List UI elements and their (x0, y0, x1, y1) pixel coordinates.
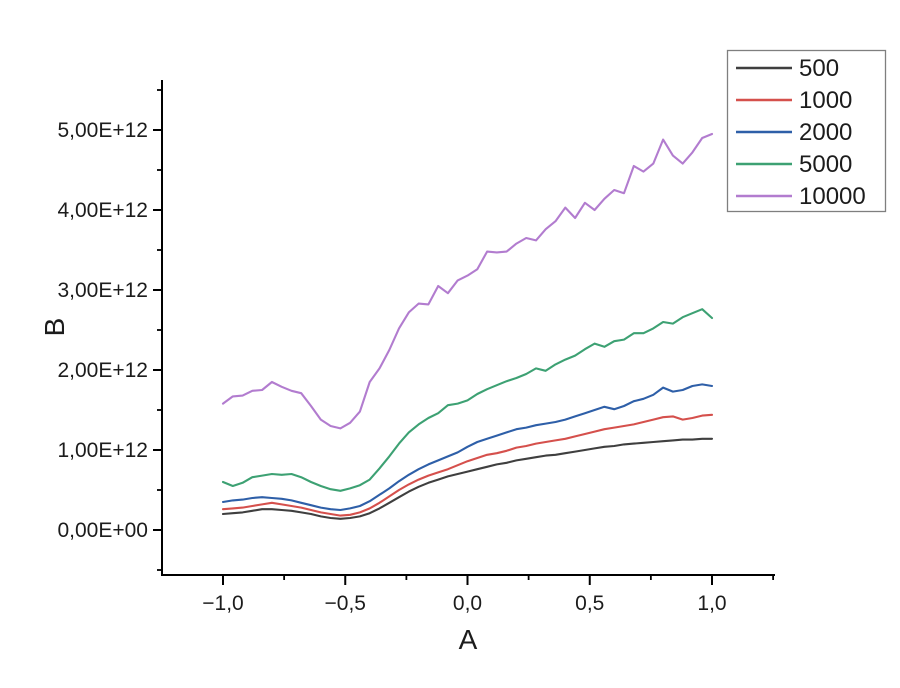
x-tick-label: 0,0 (453, 592, 482, 615)
legend-label-10000: 10000 (799, 183, 866, 210)
x-tick-label: −0,5 (325, 592, 366, 615)
legend-item-500: 500 (736, 55, 839, 82)
legend-item-2000: 2000 (736, 119, 852, 146)
legend-label-2000: 2000 (799, 119, 852, 146)
y-tick-label: 5,00E+12 (57, 119, 148, 142)
legend-item-1000: 1000 (736, 87, 852, 114)
x-tick-label: 1,0 (697, 592, 726, 615)
y-tick-label: 3,00E+12 (57, 279, 148, 302)
x-axis-ticks: −1,0 −0,5 0,0 0,5 1,0 (202, 575, 775, 615)
y-axis-ticks: 0,00E+00 1,00E+12 2,00E+12 3,00E+12 4,00E+12… (57, 89, 162, 571)
y-tick-label: 2,00E+12 (57, 359, 148, 382)
series-line-1000 (221, 413, 714, 517)
y-tick-label: 0,00E+00 (57, 519, 148, 542)
y-axis-title: B (39, 318, 70, 337)
legend-label-1000: 1000 (799, 87, 852, 114)
series-line-5000 (221, 308, 714, 492)
y-tick-label: 4,00E+12 (57, 199, 148, 222)
legend-item-5000: 5000 (736, 151, 852, 178)
legend-item-10000: 10000 (736, 183, 866, 210)
legend-label-500: 500 (799, 55, 839, 82)
x-tick-label: 0,5 (575, 592, 604, 615)
legend: 500 1000 2000 5000 10000 (726, 49, 887, 213)
series-line-500 (221, 437, 714, 520)
y-tick-label: 1,00E+12 (57, 439, 148, 462)
x-axis-title: A (459, 624, 478, 655)
x-tick-label: −1,0 (202, 592, 243, 615)
axes (161, 80, 775, 576)
series-line-2000 (221, 383, 714, 512)
series-line-10000 (221, 132, 714, 430)
legend-label-5000: 5000 (799, 151, 852, 178)
